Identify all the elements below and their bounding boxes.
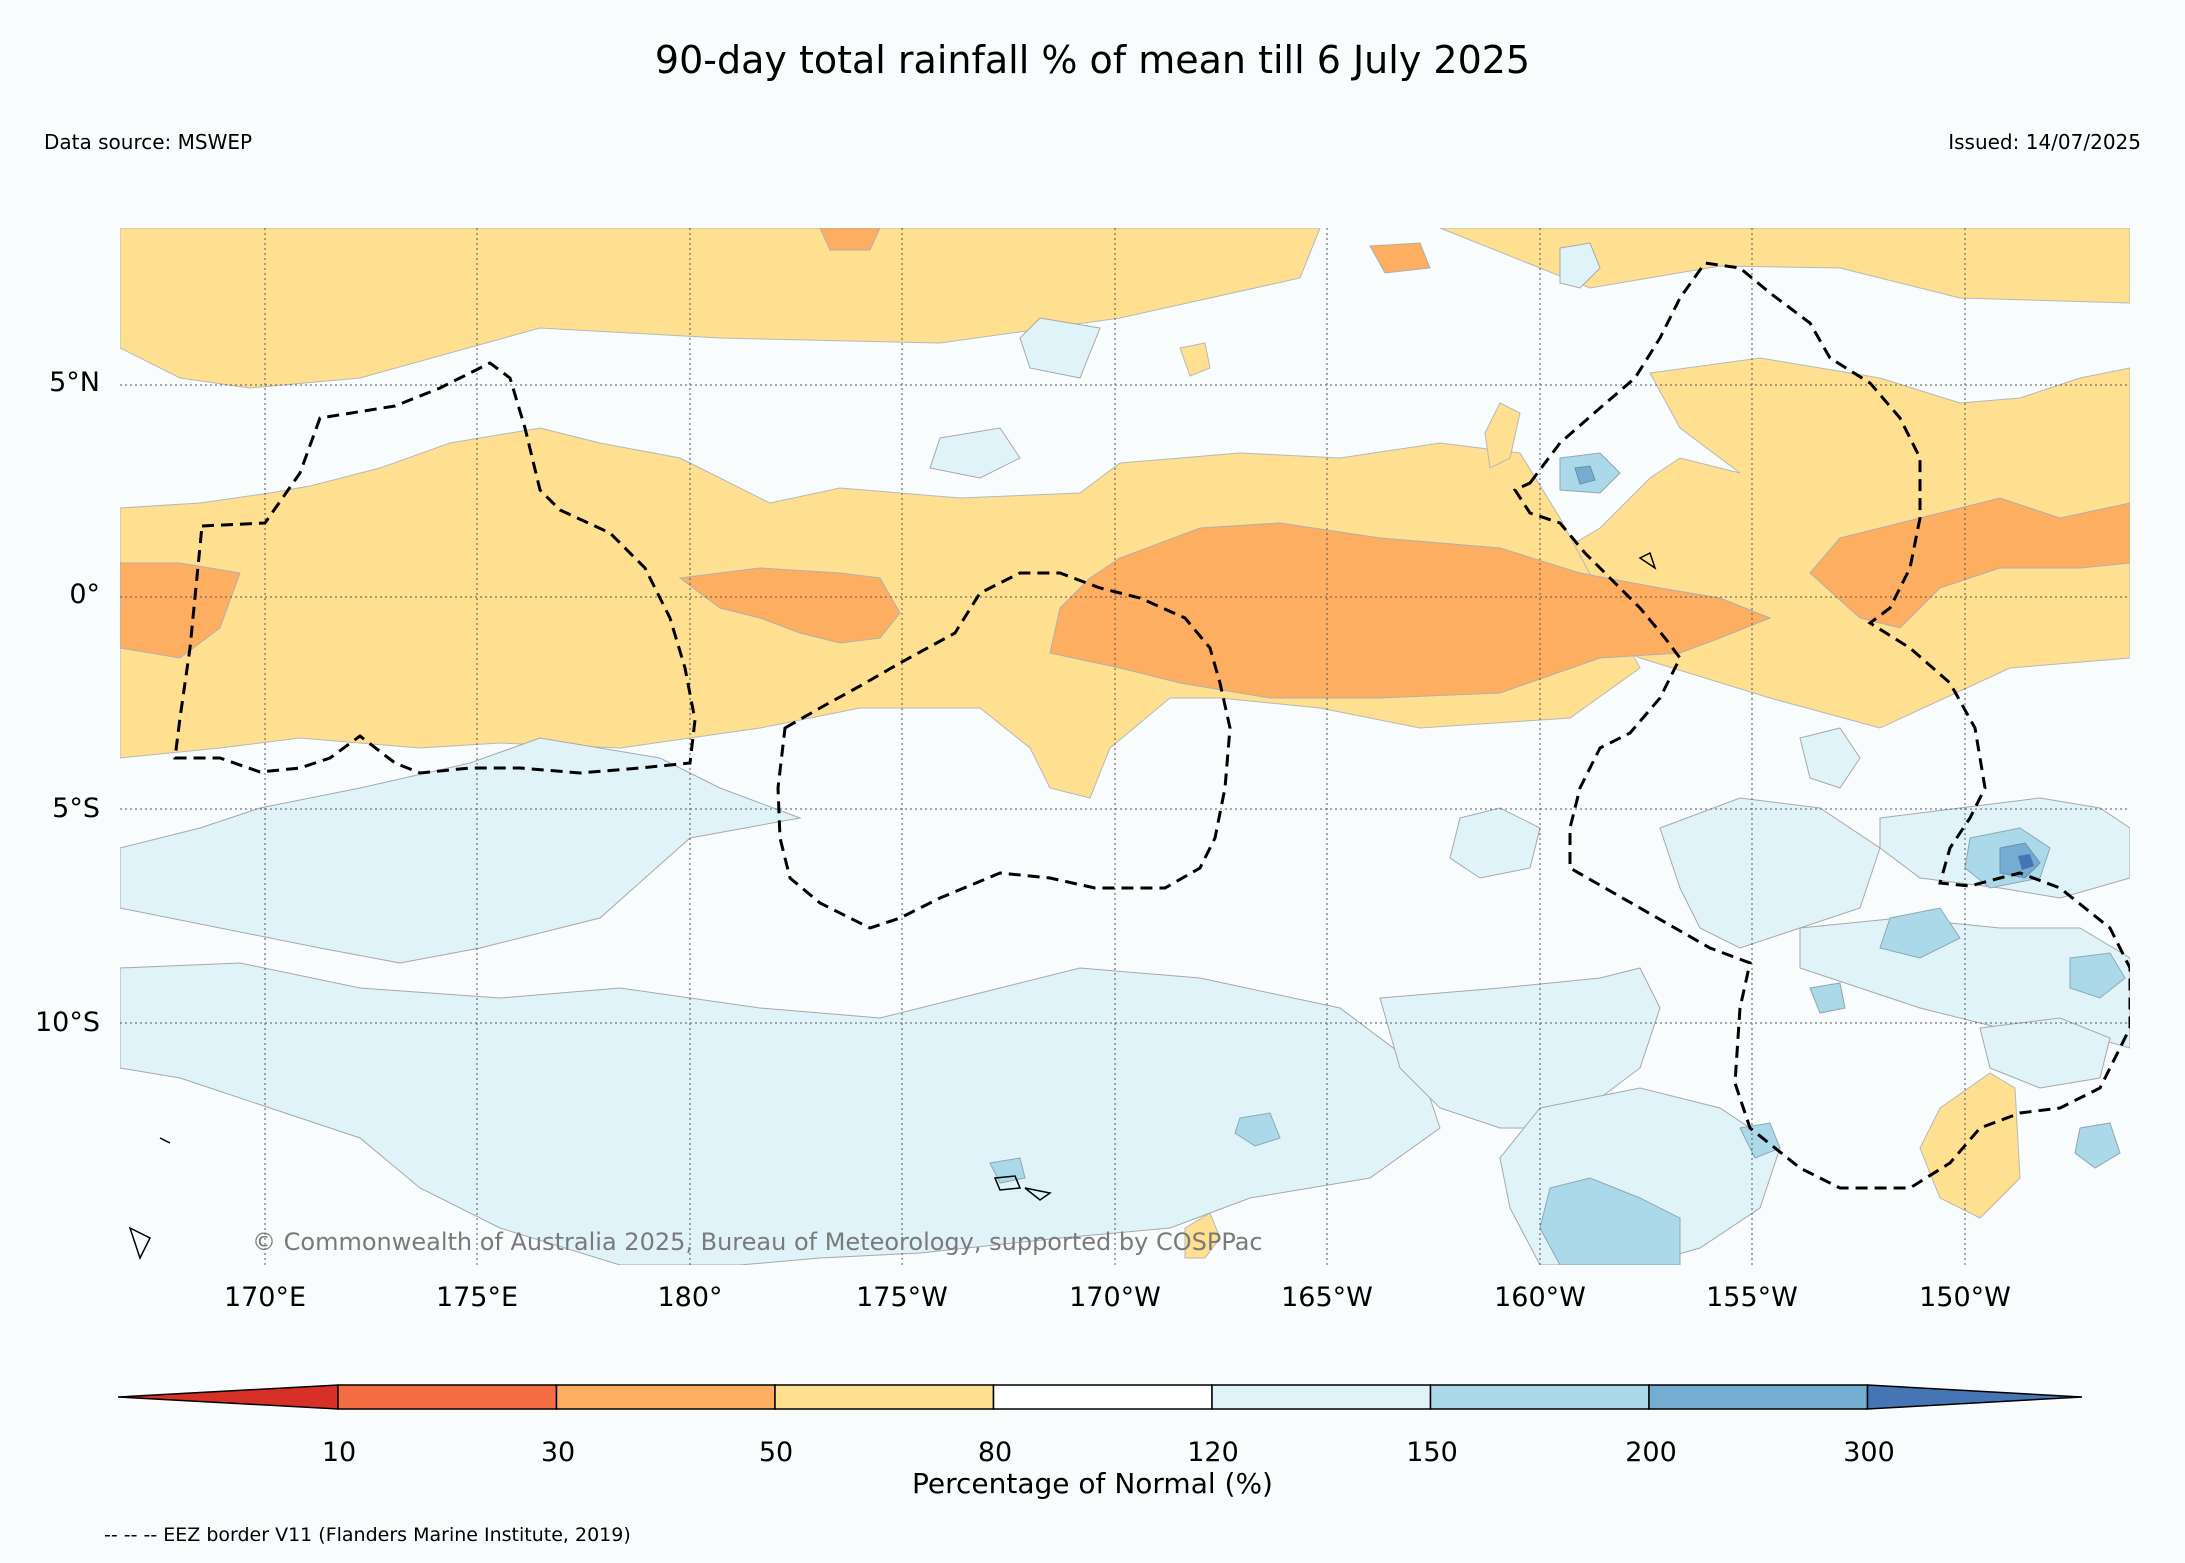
colorbar-segment (1429, 1384, 1650, 1410)
colorbar-extend-high (1866, 1384, 2083, 1410)
lon-label-180: 180° (657, 1282, 723, 1313)
lon-label-160w: 160°W (1494, 1282, 1586, 1313)
lon-label-170w: 170°W (1069, 1282, 1161, 1313)
dry-30-50-regions (120, 228, 2130, 699)
wet-300-plus-regions (2018, 854, 2034, 870)
lon-label-150w: 150°W (1919, 1282, 2011, 1313)
colorbar (118, 1384, 2083, 1410)
lon-label-175e: 175°E (435, 1282, 519, 1313)
colorbar-tick: 200 (1625, 1437, 1677, 1468)
colorbar-segment (992, 1384, 1213, 1410)
colorbar-tick: 50 (758, 1437, 794, 1468)
colorbar-tick: 80 (977, 1437, 1013, 1468)
eez-border-note: -- -- -- EEZ border V11 (Flanders Marine… (104, 1524, 631, 1546)
colorbar-tick: 300 (1843, 1437, 1895, 1468)
issued-date: Issued: 14/07/2025 (1948, 130, 2141, 154)
eez-borders (173, 261, 2130, 1190)
lon-label-165w: 165°W (1281, 1282, 1373, 1313)
colorbar-segment (337, 1384, 558, 1410)
colorbar-tick: 150 (1406, 1437, 1458, 1468)
lon-label-170e: 170°E (223, 1282, 307, 1313)
lat-label-0: 0° (69, 579, 100, 610)
rainfall-map (120, 228, 2130, 1265)
colorbar-tick: 10 (321, 1437, 357, 1468)
graticule (120, 228, 2130, 1265)
colorbar-segment (774, 1384, 995, 1410)
wet-120-150-regions (120, 242, 2130, 1265)
island-outlines (128, 551, 1657, 1260)
colorbar-segment (1211, 1384, 1432, 1410)
map-title: 90-day total rainfall % of mean till 6 J… (654, 38, 1531, 82)
colorbar-segment (555, 1384, 776, 1410)
colorbar-tick: 120 (1187, 1437, 1239, 1468)
colorbar-label: Percentage of Normal (%) (912, 1467, 1273, 1500)
copyright-notice: © Commonwealth of Australia 2025, Bureau… (252, 1228, 1263, 1256)
colorbar-extend-low (118, 1384, 339, 1410)
lat-label-10s: 10°S (35, 1007, 100, 1038)
colorbar-tick: 30 (540, 1437, 576, 1468)
colorbar-segment (1648, 1384, 1869, 1410)
lat-label-5s: 5°S (52, 793, 100, 824)
lon-label-175w: 175°W (856, 1282, 948, 1313)
lon-label-155w: 155°W (1706, 1282, 1798, 1313)
data-source-note: Data source: MSWEP (44, 130, 253, 154)
lat-label-5n: 5°N (49, 367, 100, 398)
